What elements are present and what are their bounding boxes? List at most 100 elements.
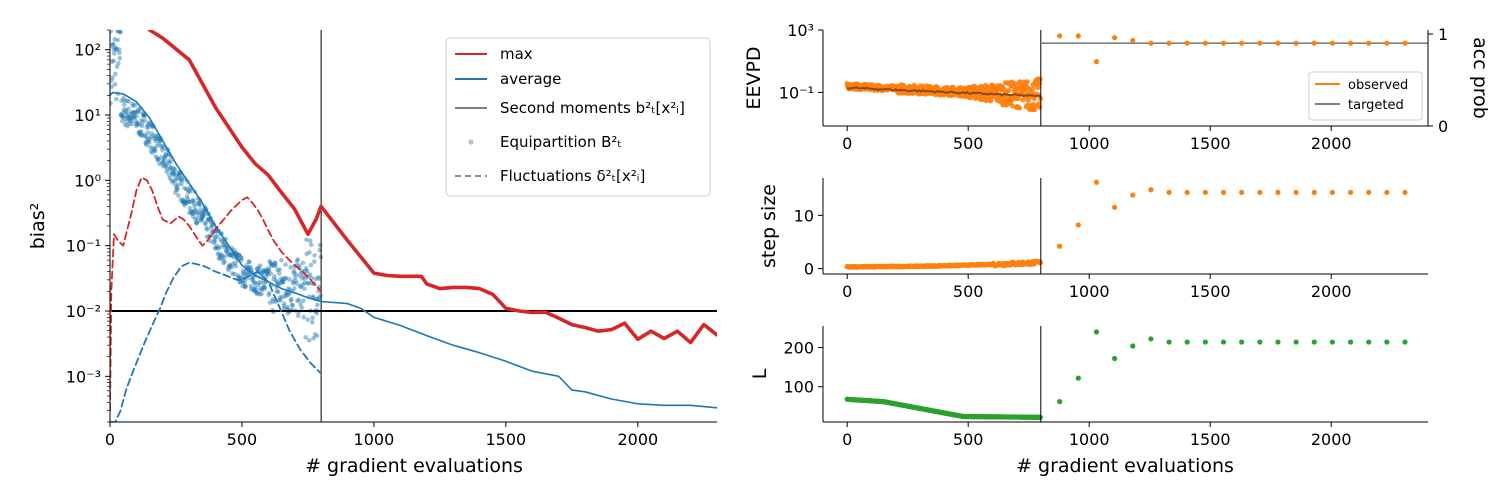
equipartition-point [128,116,133,122]
equipartition-point [162,155,167,161]
equipartition-point [135,109,141,114]
equipartition-point [307,238,313,243]
equipartition-point [204,234,210,240]
equipartition-point [196,212,202,217]
equipartition-point [172,168,178,173]
equipartition-point [113,71,118,77]
equipartition-point [314,310,320,316]
equipartition-point [220,256,226,262]
acc-prob-point [1311,40,1317,46]
equipartition-point [198,211,204,216]
bias-y-tick-label: 10¹ [74,106,101,125]
acc-prob-point [1275,40,1281,46]
equipartition-point [277,295,283,300]
equipartition-point [217,256,223,262]
bias-ticks: 0 500 1000 1500 2000 10² 10¹ 10⁰ 10⁻¹ 10⁻² 10⁻³ [66,29,658,449]
equipartition-point [312,332,318,337]
equipartition-point [132,102,138,108]
equipartition-point [179,181,184,187]
equipartition-point [136,109,142,115]
x-tick-label: 2000 [1311,134,1352,153]
equipartition-point [163,151,168,157]
legend-equipartition-label: Equipartition B²ₜ [500,133,622,151]
acc-prob-point [1057,33,1063,39]
l-y-label: L [749,368,771,379]
equipartition-point [237,279,243,285]
equipartition-point [295,257,301,262]
equipartition-point [165,158,171,164]
equipartition-point [126,99,132,104]
bias-y-tick-label: 10⁰ [74,171,101,190]
equipartition-point [315,274,321,280]
equipartition-point [266,267,272,273]
equipartition-point [146,139,152,145]
equipartition-point [266,292,271,298]
equipartition-point [110,30,114,34]
l-point [1220,339,1227,345]
equipartition-point [200,214,205,220]
equipartition-point [184,194,190,200]
eevpd-point [1009,103,1016,109]
equipartition-point [180,197,186,202]
equipartition-point [277,267,282,272]
l-point [1311,339,1317,345]
equipartition-point [133,118,138,124]
x-tick-label: 500 [953,430,984,449]
l-point [1075,375,1081,381]
equipartition-point [167,160,172,166]
equipartition-point [206,217,211,222]
equipartition-point [114,47,120,53]
equipartition-point [243,284,248,290]
equipartition-point [304,251,310,257]
bias-panel: 0 500 1000 1500 2000 10² 10¹ 10⁰ 10⁻¹ 10⁻² 10⁻³ # … [27,29,717,477]
equipartition-point [310,294,316,299]
step-size-point [1257,189,1263,195]
x-tick-label: 1000 [1069,430,1110,449]
equipartition-point [148,148,154,154]
equipartition-point [251,288,257,294]
bias-y-tick-label: 10⁻¹ [66,237,101,256]
x-tick-label: 0 [842,430,852,449]
equipartition-point [285,304,290,310]
equipartition-point [162,162,168,167]
equipartition-point [244,262,250,268]
equipartition-point [208,238,213,244]
step-size-y-tick-label: 10 [794,206,814,225]
equipartition-point [111,58,116,64]
equipartition-point [201,213,206,219]
equipartition-point [140,119,145,125]
equipartition-point [302,286,307,292]
acc-prob-point [1184,40,1190,46]
equipartition-point [291,280,296,286]
equipartition-point [110,42,116,47]
equipartition-point [151,136,157,141]
equipartition-point [171,173,177,178]
eevpd-point [1037,76,1043,82]
equipartition-point [224,248,229,253]
equipartition-point [234,251,240,256]
equipartition-point [304,237,309,242]
equipartition-point [199,217,204,222]
equipartition-point [251,286,256,292]
equipartition-point [187,189,193,194]
equipartition-point [119,98,124,104]
equipartition-point [118,113,124,118]
equipartition-point [301,314,306,320]
equipartition-point [272,261,278,266]
x-tick-label: 1000 [1069,282,1110,301]
acc-prob-tick-label: 1 [1438,25,1448,44]
eevpd-point [1006,87,1012,94]
x-tick-label: 500 [953,282,984,301]
equipartition-point [253,287,259,293]
equipartition-point [161,163,166,169]
equipartition-point [114,96,119,102]
equipartition-point [262,284,267,290]
equipartition-point [176,173,182,178]
equipartition-point [246,265,252,270]
equipartition-point [226,267,231,273]
equipartition-point [258,280,264,285]
equipartition-point [312,259,317,264]
equipartition-point [125,114,130,120]
legend-average-label: average [500,70,561,88]
equipartition-point [248,283,254,289]
